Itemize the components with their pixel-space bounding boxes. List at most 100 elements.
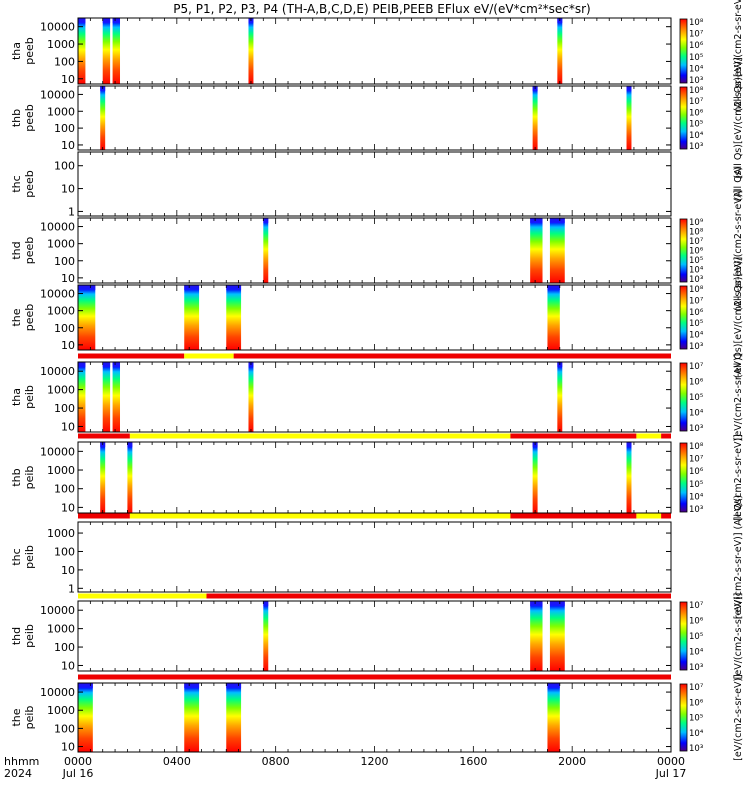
flag-bar-segment [206,593,671,599]
colorbar-tick-label: 10³ [689,424,703,434]
flag-bar-segment [78,433,130,439]
colorbar-tick-label: 10⁶ [689,308,704,318]
x-tick-label: 0000 [657,755,685,768]
spectrogram-column [547,683,560,752]
panel-frame [77,217,672,284]
panel-ylabel-product: peeb [23,304,36,332]
colorbar-tick-label: 10⁶ [689,378,704,388]
flag-bar-segment [661,513,671,519]
spectrogram-column [557,18,563,84]
colorbar-tick-label: 10⁴ [689,331,704,341]
colorbar-tick-label: 10⁵ [689,319,703,329]
panel-ylabel-probe: the [10,308,23,326]
spectrogram-column [248,18,254,84]
spectrogram-column-top [184,683,200,688]
spectrogram-column-top [547,285,560,290]
colorbar-tick-label: 10⁴ [689,492,704,502]
colorbar-label: (All Qs)[eV/(cm2-s-sr-eV)] [733,0,744,112]
x-axis-row-label-hhmm: hhmm [4,755,39,768]
spectrogram-column [78,362,86,432]
spectrogram-column [557,362,563,432]
y-tick-label: 1000 [47,238,75,251]
spectrogram-column-top [626,86,632,91]
y-tick-label: 10 [61,420,75,433]
panel-ylabel-probe: thd [10,627,23,645]
spectrogram-column-top [112,18,121,23]
colorbar-tick-label: 10⁷ [689,237,704,247]
colorbar [679,18,688,84]
colorbar-label: [eV/(cm2-s-sr-eV)] [733,434,744,521]
spectrogram-column [626,86,632,150]
y-tick-label: 10000 [40,21,75,34]
colorbar-tick-label: 10⁴ [689,648,704,658]
spectrogram-column [530,601,543,671]
flag-bar-segment [661,433,671,439]
colorbar-tick-label: 10⁷ [689,30,704,40]
colorbar-tick-label: 10³ [689,342,703,352]
panel-ylabel-probe: tha [10,42,23,60]
spectrogram-column [532,442,538,513]
colorbar-tick-label: 10⁵ [689,120,703,130]
y-tick-label: 1000 [47,527,75,540]
y-tick-label: 10000 [40,604,75,617]
y-tick-label: 1000 [47,384,75,397]
colorbar-label: (All Qs)[eV/(cm2-s-sr-eV)] [733,57,744,178]
y-tick-label: 100 [54,160,75,173]
spectrogram-column [78,18,86,84]
colorbar-label: [eV/(cm2-s-sr-eV)] [733,593,744,680]
panel-thc-peib: 1000 100 10 1 thc peib [eV/(cm2-s-sr-eV)] (All… [10,495,744,619]
colorbar-tick-label: 10⁷ [689,601,704,611]
flag-bar-segment [78,353,185,359]
spectrogram-column [226,683,242,752]
spectrogram-column-top [549,601,565,606]
panel-ylabel-product: peib [23,706,36,730]
figure-title: P5, P1, P2, P3, P4 (TH-A,B,C,D,E) PEIB,P… [173,2,590,16]
colorbar-tick-label: 10⁷ [689,455,704,465]
spectrogram-column-top [226,683,242,688]
panel-frame [77,361,672,433]
y-tick-label: 10000 [40,221,75,234]
x-tick-label: 0800 [262,755,290,768]
colorbar-tick-label: 10³ [689,275,703,285]
spectrogram-column [547,285,560,350]
y-tick-label: 100 [54,545,75,558]
x-axis-row-label-year: 2024 [4,767,32,780]
panel-thc-peeb: 100 10 1 thc peeb (All Qs) [10,151,744,218]
panel-ylabel-probe: tha [10,388,23,406]
spectrogram-column [102,362,111,432]
flag-bar-segment [129,433,511,439]
y-tick-label: 100 [54,55,75,68]
spectrogram-column [626,442,632,513]
spectrogram-column-top [530,218,543,223]
y-tick-label: 1000 [47,704,75,717]
y-tick-label: 100 [54,722,75,735]
flag-bar-segment [184,353,234,359]
y-tick-label: 1000 [47,38,75,51]
panel-the-peib: 10000 1000 100 10 the peib 10⁷ 10⁶ 10⁵ 10⁴ 10³ [eV/… [10,674,744,761]
colorbar-tick-label: 10³ [689,505,703,515]
colorbar-tick-label: 10⁸ [689,442,704,452]
colorbar-label: (All Qs)[eV/(cm2-s-sr-eV)] [733,190,744,311]
flag-bar-segment [233,353,671,359]
spectrogram-column [78,285,96,350]
colorbar-label: [eV/(cm2-s-sr-eV)] [733,674,744,761]
spectrogram-column [100,86,106,150]
colorbar-tick-label: 10⁷ [689,296,704,306]
colorbar-tick-label: 10⁴ [689,266,704,276]
y-tick-label: 100 [54,322,75,335]
spectrogram-column [530,218,543,283]
flag-bar-segment [510,513,637,519]
spectrogram-column-top [547,683,560,688]
spectrogram-column-top [226,285,242,290]
spectrogram-column-top [78,362,86,367]
flag-bar-segment [78,513,130,519]
y-tick-label: 100 [54,255,75,268]
flag-bar-segment [78,674,671,680]
panel-ylabel-product: peib [23,466,36,490]
colorbar-tick-label: 10⁸ [689,86,704,96]
x-tick-date-label: Jul 17 [655,767,687,780]
